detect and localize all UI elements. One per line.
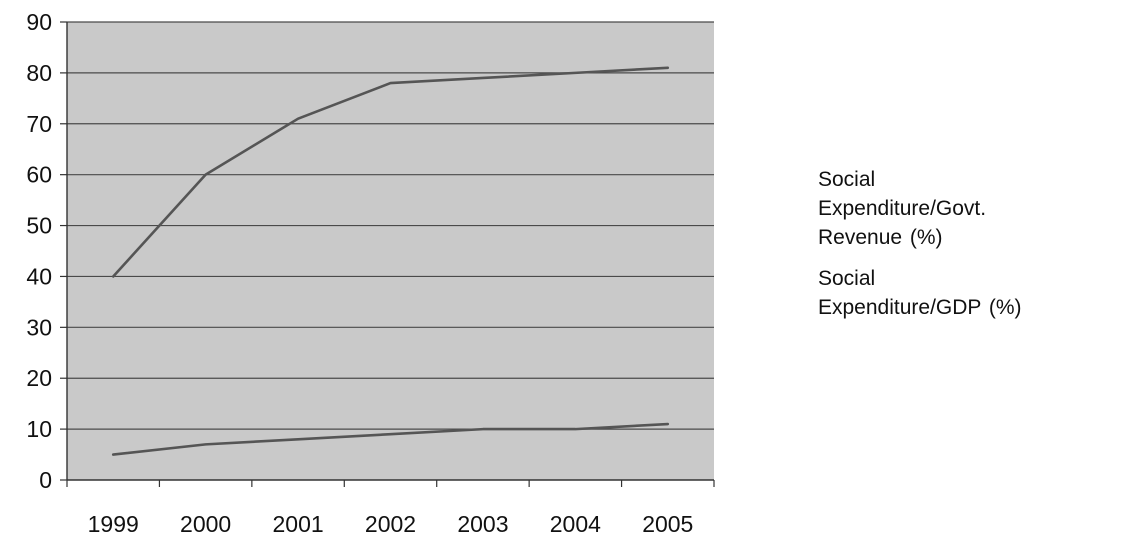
legend-line: Social	[818, 168, 876, 191]
y-tick-label: 50	[26, 213, 52, 239]
y-tick-label: 60	[26, 162, 52, 188]
y-tick-label: 10	[26, 416, 52, 442]
y-tick-label: 40	[26, 263, 52, 289]
y-tick-label: 90	[26, 9, 52, 35]
y-tick-label: 20	[26, 365, 52, 391]
legend: Social Expenditure/Govt. Revenue (%) Soc…	[818, 165, 1118, 334]
legend-entry-govt-revenue: Social Expenditure/Govt. Revenue (%)	[818, 165, 1118, 252]
legend-entry-gdp: Social Expenditure/GDP (%)	[818, 264, 1118, 322]
legend-line: Expenditure/GDP (%)	[818, 296, 1022, 319]
legend-line: Social	[818, 267, 876, 290]
legend-line: Expenditure/Govt.	[818, 197, 987, 220]
x-tick-label: 2001	[272, 511, 323, 537]
x-tick-label: 2000	[180, 511, 231, 537]
legend-line: Revenue (%)	[818, 226, 943, 249]
gridlines	[67, 21, 714, 430]
y-tick-label: 30	[26, 314, 52, 340]
tick-labels: 0 10 20 30 40 50 60 70 80 90 1999 2000 2001 2002 2003 2…	[26, 9, 693, 537]
x-tick-label: 2003	[457, 511, 508, 537]
x-tick-label: 2004	[550, 511, 601, 537]
plot-area	[67, 22, 714, 480]
series-lines	[111, 66, 670, 456]
y-tick-label: 0	[39, 467, 52, 493]
x-tick-label: 2002	[365, 511, 416, 537]
x-tick-label: 1999	[88, 511, 139, 537]
x-tick-label: 2005	[642, 511, 693, 537]
y-tick-label: 70	[26, 111, 52, 137]
axes	[60, 21, 715, 487]
y-tick-label: 80	[26, 60, 52, 86]
